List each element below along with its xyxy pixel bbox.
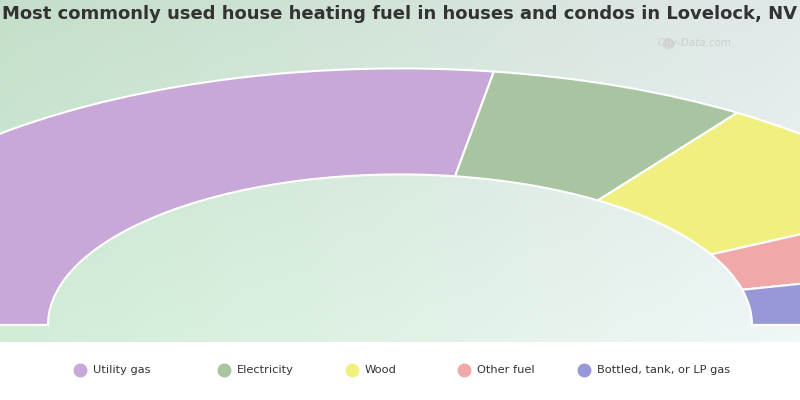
Wedge shape — [455, 72, 738, 200]
Text: Utility gas: Utility gas — [93, 365, 150, 375]
Wedge shape — [742, 265, 800, 325]
Text: Bottled, tank, or LP gas: Bottled, tank, or LP gas — [597, 365, 730, 375]
Text: Wood: Wood — [365, 365, 397, 375]
Wedge shape — [711, 205, 800, 290]
Text: Other fuel: Other fuel — [477, 365, 534, 375]
Wedge shape — [0, 68, 494, 325]
Wedge shape — [598, 113, 800, 254]
Text: City-Data.com: City-Data.com — [658, 38, 731, 48]
Text: Most commonly used house heating fuel in houses and condos in Lovelock, NV: Most commonly used house heating fuel in… — [2, 5, 798, 23]
Text: Electricity: Electricity — [237, 365, 294, 375]
